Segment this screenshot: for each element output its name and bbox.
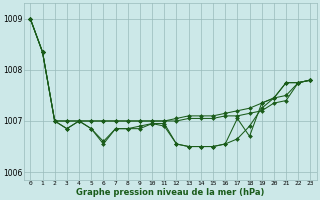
X-axis label: Graphe pression niveau de la mer (hPa): Graphe pression niveau de la mer (hPa) bbox=[76, 188, 265, 197]
